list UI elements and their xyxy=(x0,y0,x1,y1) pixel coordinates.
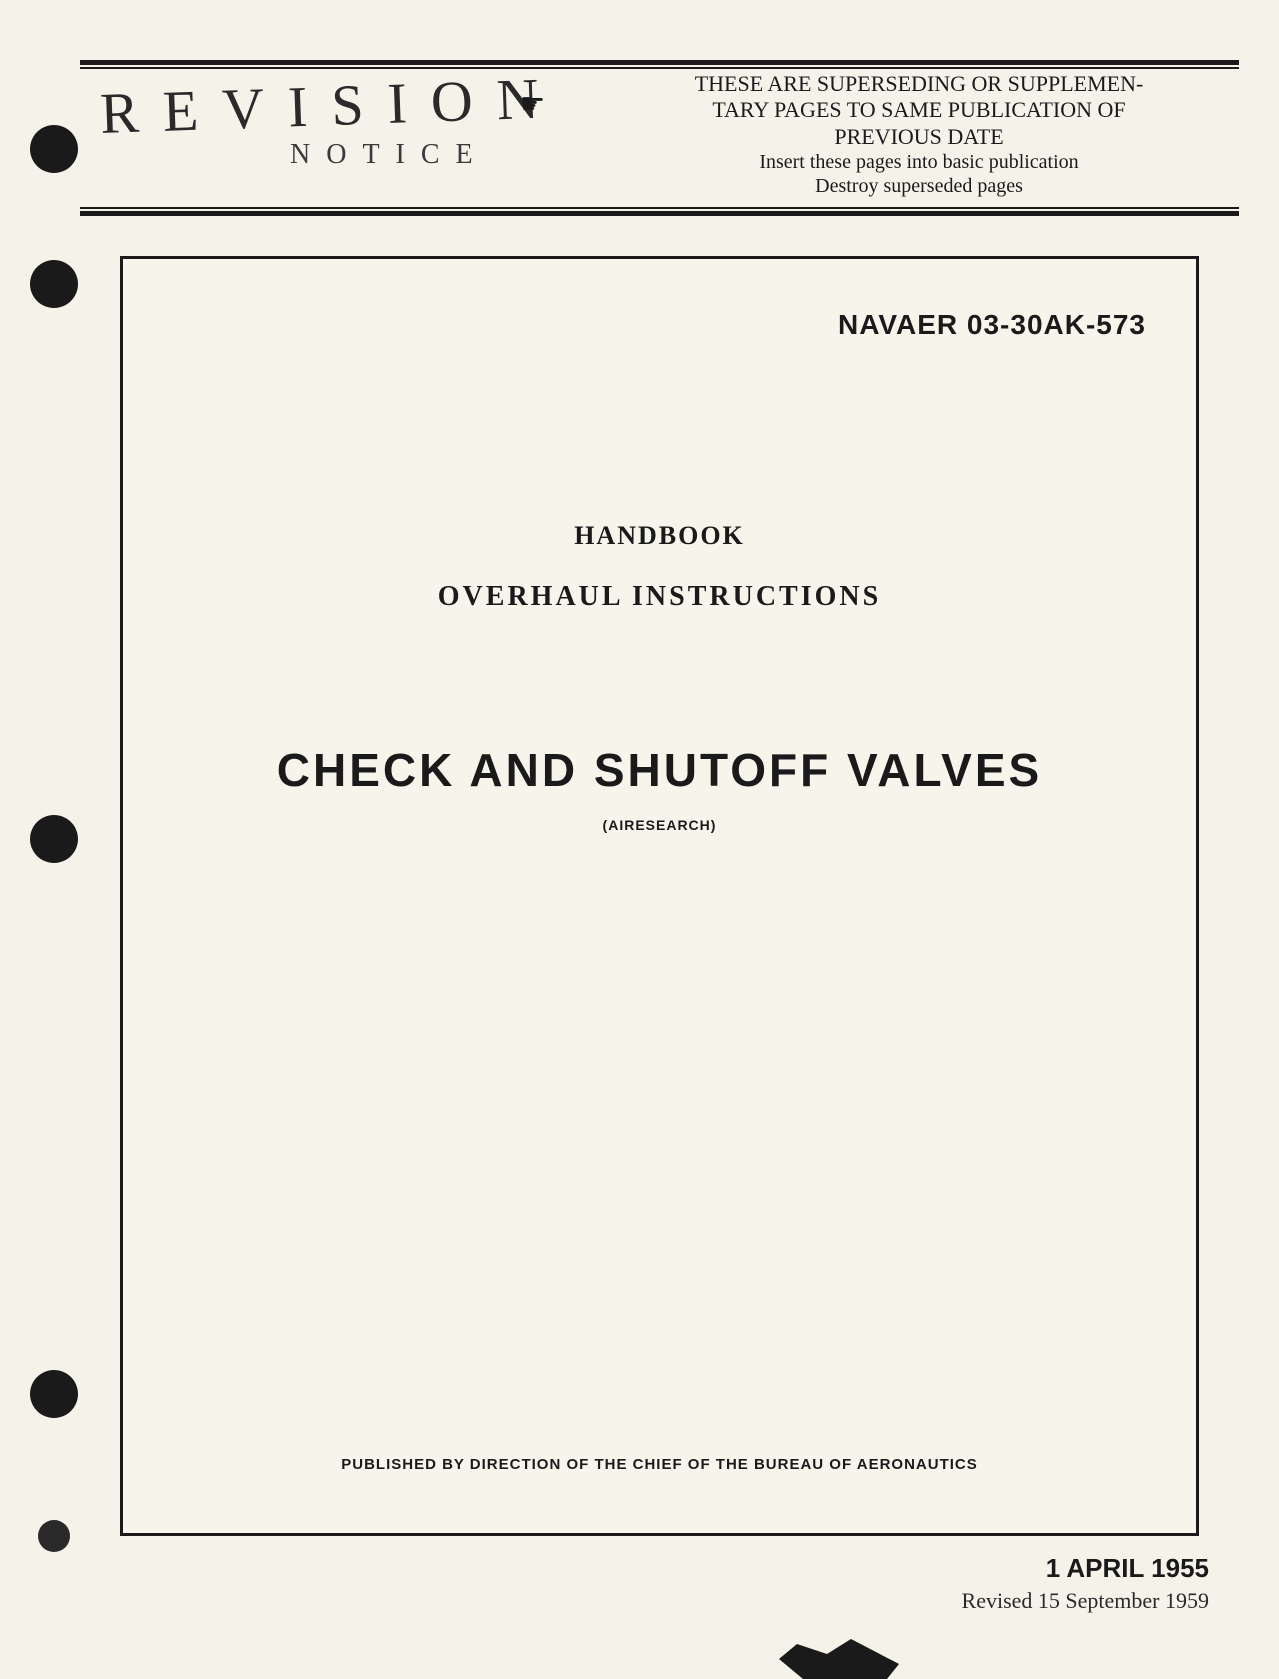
paper-damage xyxy=(779,1629,899,1679)
revision-header: REVISION NOTICE ☛ THESE ARE SUPERSEDING … xyxy=(80,60,1239,216)
document-number: NAVAER 03-30AK-573 xyxy=(173,309,1146,341)
publisher-statement: PUBLISHED BY DIRECTION OF THE CHIEF OF T… xyxy=(123,1456,1196,1473)
header-content: REVISION NOTICE ☛ THESE ARE SUPERSEDING … xyxy=(80,69,1239,147)
pointer-icon: ☛ xyxy=(520,87,545,121)
date-section: 1 APRIL 1955 Revised 15 September 1959 xyxy=(962,1553,1209,1614)
notice-label: NOTICE xyxy=(290,139,489,171)
punch-hole-small xyxy=(38,1520,70,1552)
header-rule xyxy=(80,60,1239,65)
main-title: CHECK AND SHUTOFF VALVES xyxy=(173,743,1146,797)
header-rule xyxy=(80,207,1239,209)
header-rule xyxy=(80,211,1239,216)
issue-date: 1 APRIL 1955 xyxy=(962,1553,1209,1584)
superseding-notice: THESE ARE SUPERSEDING OR SUPPLEMEN- TARY… xyxy=(609,71,1229,198)
punch-hole xyxy=(30,125,78,173)
superseding-line: TARY PAGES TO SAME PUBLICATION OF xyxy=(609,97,1229,123)
document-subtitle: OVERHAUL INSTRUCTIONS xyxy=(173,581,1146,613)
punch-hole xyxy=(30,815,78,863)
document-type: HANDBOOK xyxy=(173,521,1146,551)
instruction-line: Insert these pages into basic publicatio… xyxy=(609,150,1229,174)
revised-date: Revised 15 September 1959 xyxy=(962,1588,1209,1614)
superseding-line: PREVIOUS DATE xyxy=(609,124,1229,150)
page-container: REVISION NOTICE ☛ THESE ARE SUPERSEDING … xyxy=(0,0,1279,1679)
superseding-line: THESE ARE SUPERSEDING OR SUPPLEMEN- xyxy=(609,71,1229,97)
punch-hole xyxy=(30,260,78,308)
document-frame: NAVAER 03-30AK-573 HANDBOOK OVERHAUL INS… xyxy=(120,256,1199,1536)
punch-hole xyxy=(30,1370,78,1418)
revision-label: REVISION xyxy=(99,64,564,147)
manufacturer-label: (AIRESEARCH) xyxy=(173,817,1146,833)
instruction-line: Destroy superseded pages xyxy=(609,174,1229,198)
